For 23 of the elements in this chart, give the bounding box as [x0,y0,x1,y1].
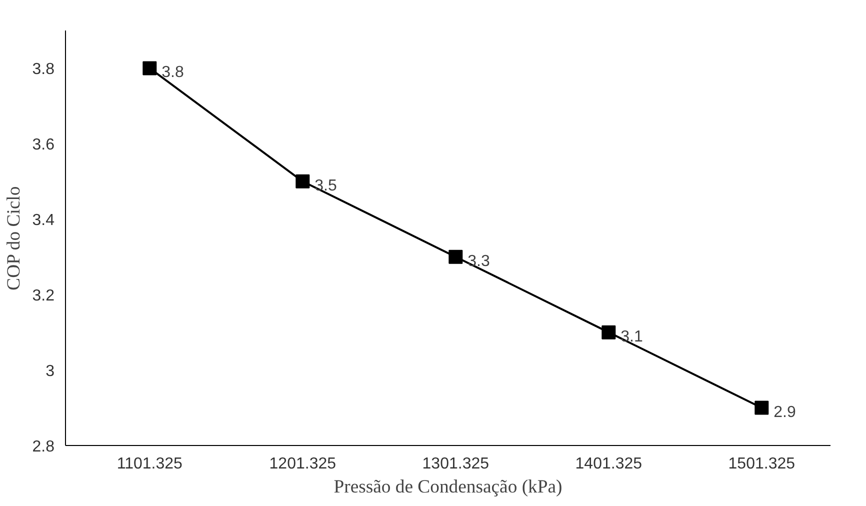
x-tick-label: 1101.325 [116,456,183,472]
point [142,61,157,76]
data-label: 3.3 [468,252,490,270]
point [448,250,463,264]
y-tick-label: 3 [46,363,55,380]
y-tick-label: 3.4 [32,212,55,230]
y-tick-label: 3.8 [32,61,55,78]
y-tick-label: 2.8 [32,438,55,456]
x-tick-label: 1401.325 [575,456,642,472]
data-label: 2.9 [774,404,796,421]
x-tick-label: 1501.325 [728,456,796,472]
data-label: 3.8 [162,64,184,82]
y-tick-label: 3.6 [32,136,55,154]
point [296,174,310,188]
y-tick-label: 3.2 [32,288,55,305]
x-axis-title: Pressão de Condensação (kPa) [334,476,562,498]
data-label: 3.5 [314,177,337,194]
x-tick-label: 1301.325 [422,456,490,472]
point [754,400,769,415]
y-axis-title: COP do Ciclo [3,186,24,290]
x-tick-label: 1201.325 [269,456,336,472]
data-label: 3.1 [620,328,643,346]
point [602,325,616,340]
